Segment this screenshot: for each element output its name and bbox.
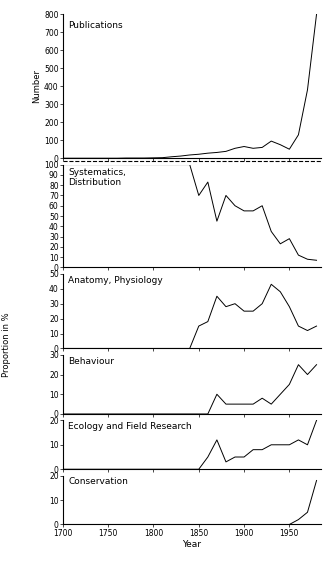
Y-axis label: Number: Number [32,69,41,103]
Text: Anatomy, Physiology: Anatomy, Physiology [68,276,163,285]
Text: Proportion in %: Proportion in % [2,312,11,377]
X-axis label: Year: Year [182,540,202,549]
Text: Publications: Publications [68,22,123,31]
Text: Ecology and Field Research: Ecology and Field Research [68,422,192,431]
Text: Systematics,
Distribution: Systematics, Distribution [68,168,126,187]
Text: Behaviour: Behaviour [68,357,114,366]
Text: Conservation: Conservation [68,477,128,486]
